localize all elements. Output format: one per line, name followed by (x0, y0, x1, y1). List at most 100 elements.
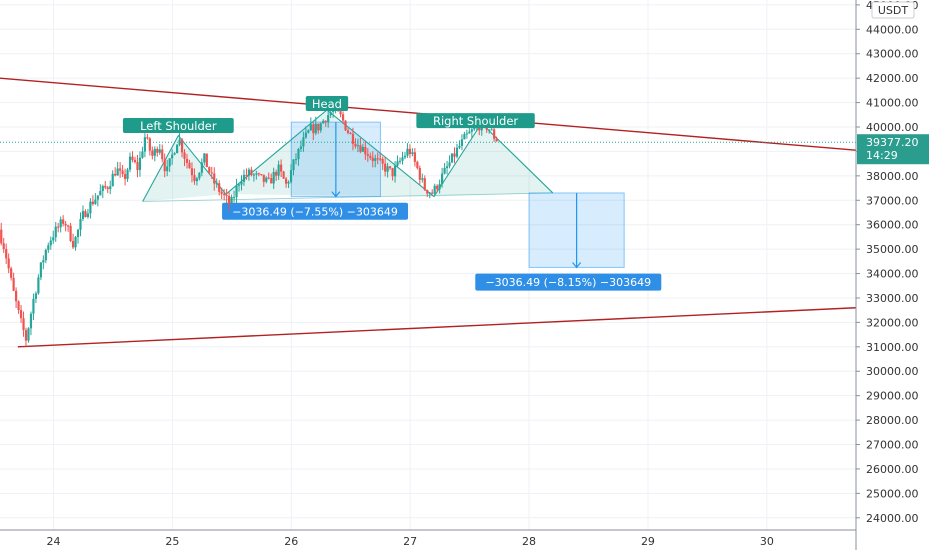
candle (369, 152, 372, 160)
candle (364, 141, 367, 160)
candle (270, 173, 273, 184)
candle-body (319, 123, 322, 131)
candle-body (307, 130, 310, 133)
candle-body (210, 172, 213, 174)
candle (185, 153, 189, 169)
candle-body (366, 154, 369, 156)
candle-body (349, 132, 352, 134)
candle-body (445, 166, 449, 168)
pattern-labels: Left Shoulder Head Right Shoulder (122, 96, 535, 134)
candle (223, 189, 226, 201)
candle (96, 195, 99, 207)
candle (304, 126, 307, 139)
candle-body (364, 146, 367, 155)
candle (200, 158, 203, 177)
candle-body (250, 169, 253, 176)
candle (495, 136, 498, 142)
candle (433, 183, 436, 196)
candle-body (317, 123, 320, 131)
candle (183, 149, 186, 167)
candle-body (344, 120, 347, 131)
candle (359, 137, 362, 154)
candle-body (5, 249, 8, 259)
pattern-fill (433, 123, 553, 197)
candle-body (403, 155, 407, 158)
candle-body (99, 191, 102, 196)
pattern-label-box (416, 113, 535, 129)
candle (232, 190, 236, 203)
candle (42, 255, 45, 270)
candle (393, 161, 397, 183)
candle (84, 209, 87, 218)
candle (356, 138, 360, 153)
trendline (17, 307, 857, 348)
candle (252, 172, 255, 182)
candle (292, 159, 295, 176)
candle-body (27, 328, 30, 341)
candle-body (171, 154, 174, 159)
candle-body (237, 184, 241, 186)
candle-body (265, 177, 268, 182)
candle (282, 170, 285, 179)
measurement-tools: −3036.49 (−7.55%) −303649 −3036.49 (−8.15… (222, 121, 662, 291)
candle (396, 155, 399, 168)
candle-body (428, 192, 431, 194)
candle-body (89, 201, 92, 214)
candle (408, 144, 412, 159)
candle-body (416, 161, 419, 169)
current-price-badge-box (857, 134, 929, 165)
candle-body (294, 159, 298, 161)
candles (0, 101, 498, 347)
candle-body (116, 168, 119, 176)
candle (411, 148, 414, 157)
candle (17, 300, 20, 314)
current-price-value: 39377.20 (866, 136, 919, 149)
candle (44, 248, 47, 264)
candle (366, 148, 369, 162)
candle (361, 143, 364, 152)
y-tick-label: 44000.00 (866, 23, 919, 36)
candle (317, 123, 320, 134)
candle (351, 127, 355, 151)
candle-body (408, 148, 412, 155)
candle-body (183, 152, 186, 159)
candle-body (208, 167, 211, 173)
candle (111, 170, 114, 187)
x-tick-label: 24 (47, 535, 61, 548)
candle-body (81, 211, 85, 219)
candle (54, 221, 57, 242)
candle-body (297, 148, 300, 160)
candle (153, 146, 156, 162)
candle (163, 153, 166, 178)
candle (460, 134, 464, 151)
measurement-tool: −3036.49 (−7.55%) −303649 (222, 121, 409, 220)
candle-body (39, 262, 42, 278)
candle-body (96, 195, 99, 200)
candle-body (223, 193, 226, 196)
candle-body (389, 166, 392, 169)
candle-body (289, 170, 293, 182)
candle-body (361, 146, 364, 152)
candle (213, 167, 216, 191)
candle-body (282, 171, 285, 179)
y-tick-label: 33000.00 (866, 292, 919, 305)
candle-body (180, 139, 184, 153)
candle (188, 159, 191, 169)
candle (245, 168, 248, 180)
candle-body (436, 185, 439, 190)
candle-body (406, 148, 409, 156)
candle-body (121, 170, 124, 175)
candle-body (304, 132, 307, 138)
candle (138, 151, 142, 177)
pattern-label-text: Head (312, 97, 342, 111)
candle-body (62, 219, 65, 224)
candle-body (153, 148, 156, 156)
candle (294, 153, 298, 165)
candle (74, 235, 77, 251)
neckline (142, 192, 553, 202)
candle (190, 162, 194, 183)
candle (29, 311, 33, 336)
y-tick-label: 37000.00 (866, 194, 919, 207)
